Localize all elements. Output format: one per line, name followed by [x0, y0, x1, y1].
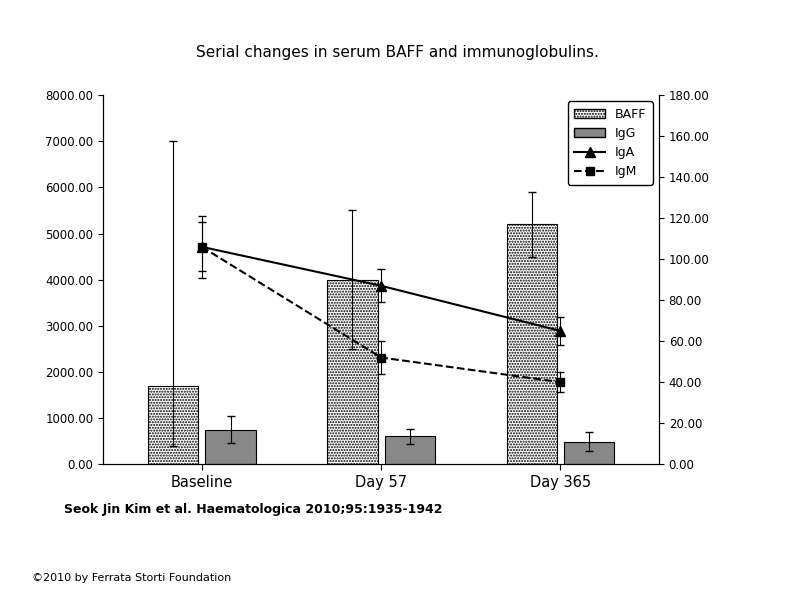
Text: Seok Jin Kim et al. Haematologica 2010;95:1935-1942: Seok Jin Kim et al. Haematologica 2010;9… [64, 503, 442, 516]
Bar [507, 224, 557, 464]
Bar [327, 280, 377, 464]
Text: Serial changes in serum BAFF and immunoglobulins.: Serial changes in serum BAFF and immunog… [195, 45, 599, 60]
Bar [564, 441, 615, 464]
Text: ©2010 by Ferrata Storti Foundation: ©2010 by Ferrata Storti Foundation [32, 573, 231, 583]
Bar [385, 436, 435, 464]
Bar [206, 430, 256, 464]
Legend: BAFF, IgG, IgA, IgM: BAFF, IgG, IgA, IgM [568, 102, 653, 184]
Bar [148, 386, 198, 464]
